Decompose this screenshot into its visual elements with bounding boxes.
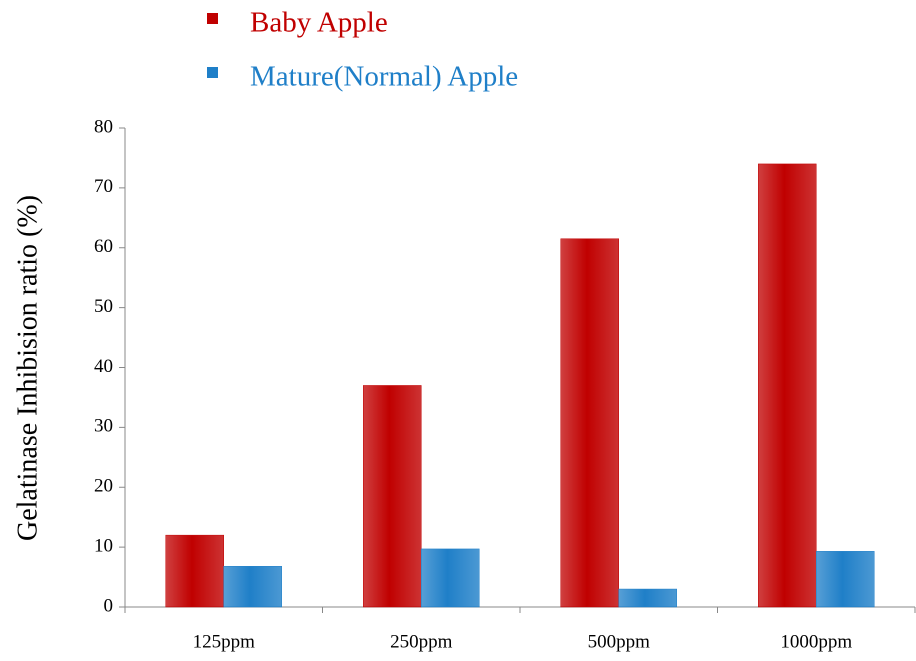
legend-label: Baby Apple [250, 7, 388, 39]
bar [421, 548, 480, 608]
y-tick-label: 70 [94, 176, 113, 197]
y-tick-label: 10 [94, 535, 113, 556]
x-tick-label: 125ppm [193, 631, 256, 652]
x-tick-label: 1000ppm [780, 631, 852, 652]
y-tick-label: 0 [104, 595, 114, 616]
x-tick-label: 250ppm [390, 631, 453, 652]
y-tick-label: 40 [94, 356, 113, 377]
bar [618, 588, 677, 608]
y-tick-label: 30 [94, 416, 113, 437]
y-tick-label: 50 [94, 296, 113, 317]
legend-marker [207, 67, 218, 78]
bar [816, 551, 875, 608]
bar [223, 566, 282, 608]
y-axis-label: Gelatinase Inhibision ratio (%) [12, 195, 43, 541]
x-tick-label: 500ppm [588, 631, 651, 652]
bar [758, 163, 817, 608]
bar [165, 534, 224, 608]
bar [560, 238, 619, 608]
y-tick-label: 80 [94, 116, 113, 137]
legend-label: Mature(Normal) Apple [250, 61, 518, 93]
bar [363, 385, 422, 608]
y-tick-label: 20 [94, 476, 113, 497]
legend-marker [207, 13, 218, 24]
y-tick-label: 60 [94, 236, 113, 257]
